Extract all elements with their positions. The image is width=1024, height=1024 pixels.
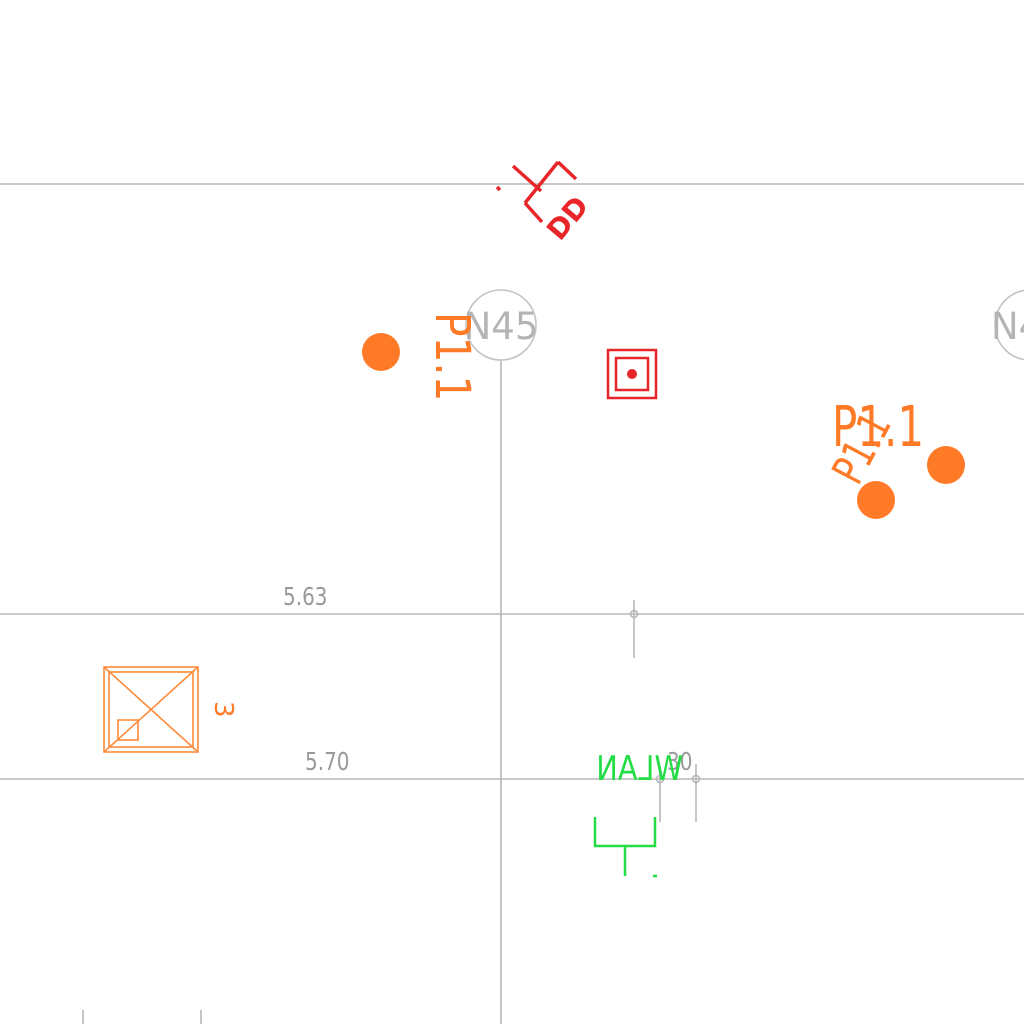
wlan-label: WLAN [596,750,683,789]
grid-bubble-label: N45 [464,305,539,348]
orange-crossed-box-icon[interactable] [103,666,199,753]
dimension-label: 5.70 [305,748,350,777]
dimension-tick-node [691,774,701,784]
orange-dot-icon[interactable] [927,446,965,484]
grid-bubble-n4[interactable]: N4 [991,289,1024,361]
green-wlan-outlet-icon[interactable] [593,817,657,878]
p11-label-horizontal: P1.1 [832,394,924,460]
grid-lines [0,183,1024,1024]
p11-label-vertical: P1.1 [424,312,480,401]
grid-bubble-label: N4 [991,305,1024,348]
dimension-label: 5.63 [283,583,328,612]
orange-dot-icon[interactable] [362,333,400,371]
dimension-tick-node [629,609,639,619]
dd-label: DD [540,190,595,247]
three-label: 3 [208,701,238,718]
dimension-tick-node [655,774,665,784]
grid-bubble-n45[interactable]: N45 [464,289,539,361]
orange-dot-icon[interactable] [857,481,895,519]
red-target-icon[interactable] [606,348,658,400]
red-breaker-symbol-icon[interactable] [495,160,578,224]
grid-bubble-circle [465,289,537,361]
dimension-label: 30 [667,748,692,777]
grid-bubble-circle [994,289,1024,361]
